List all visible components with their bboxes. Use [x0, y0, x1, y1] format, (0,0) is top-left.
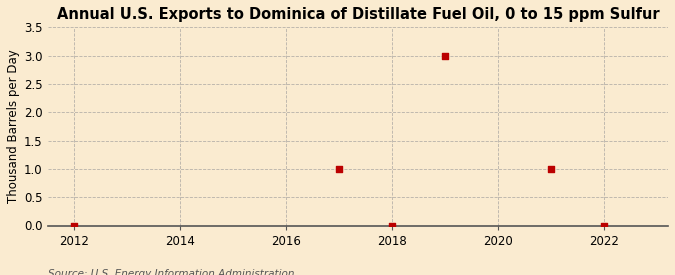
- Point: [69, 223, 80, 228]
- Point: [387, 223, 398, 228]
- Point: [334, 167, 345, 171]
- Y-axis label: Thousand Barrels per Day: Thousand Barrels per Day: [7, 50, 20, 203]
- Point: [546, 167, 557, 171]
- Point: [599, 223, 610, 228]
- Text: Source: U.S. Energy Information Administration: Source: U.S. Energy Information Administ…: [48, 269, 294, 275]
- Title: Annual U.S. Exports to Dominica of Distillate Fuel Oil, 0 to 15 ppm Sulfur: Annual U.S. Exports to Dominica of Disti…: [57, 7, 659, 22]
- Point: [440, 53, 451, 58]
